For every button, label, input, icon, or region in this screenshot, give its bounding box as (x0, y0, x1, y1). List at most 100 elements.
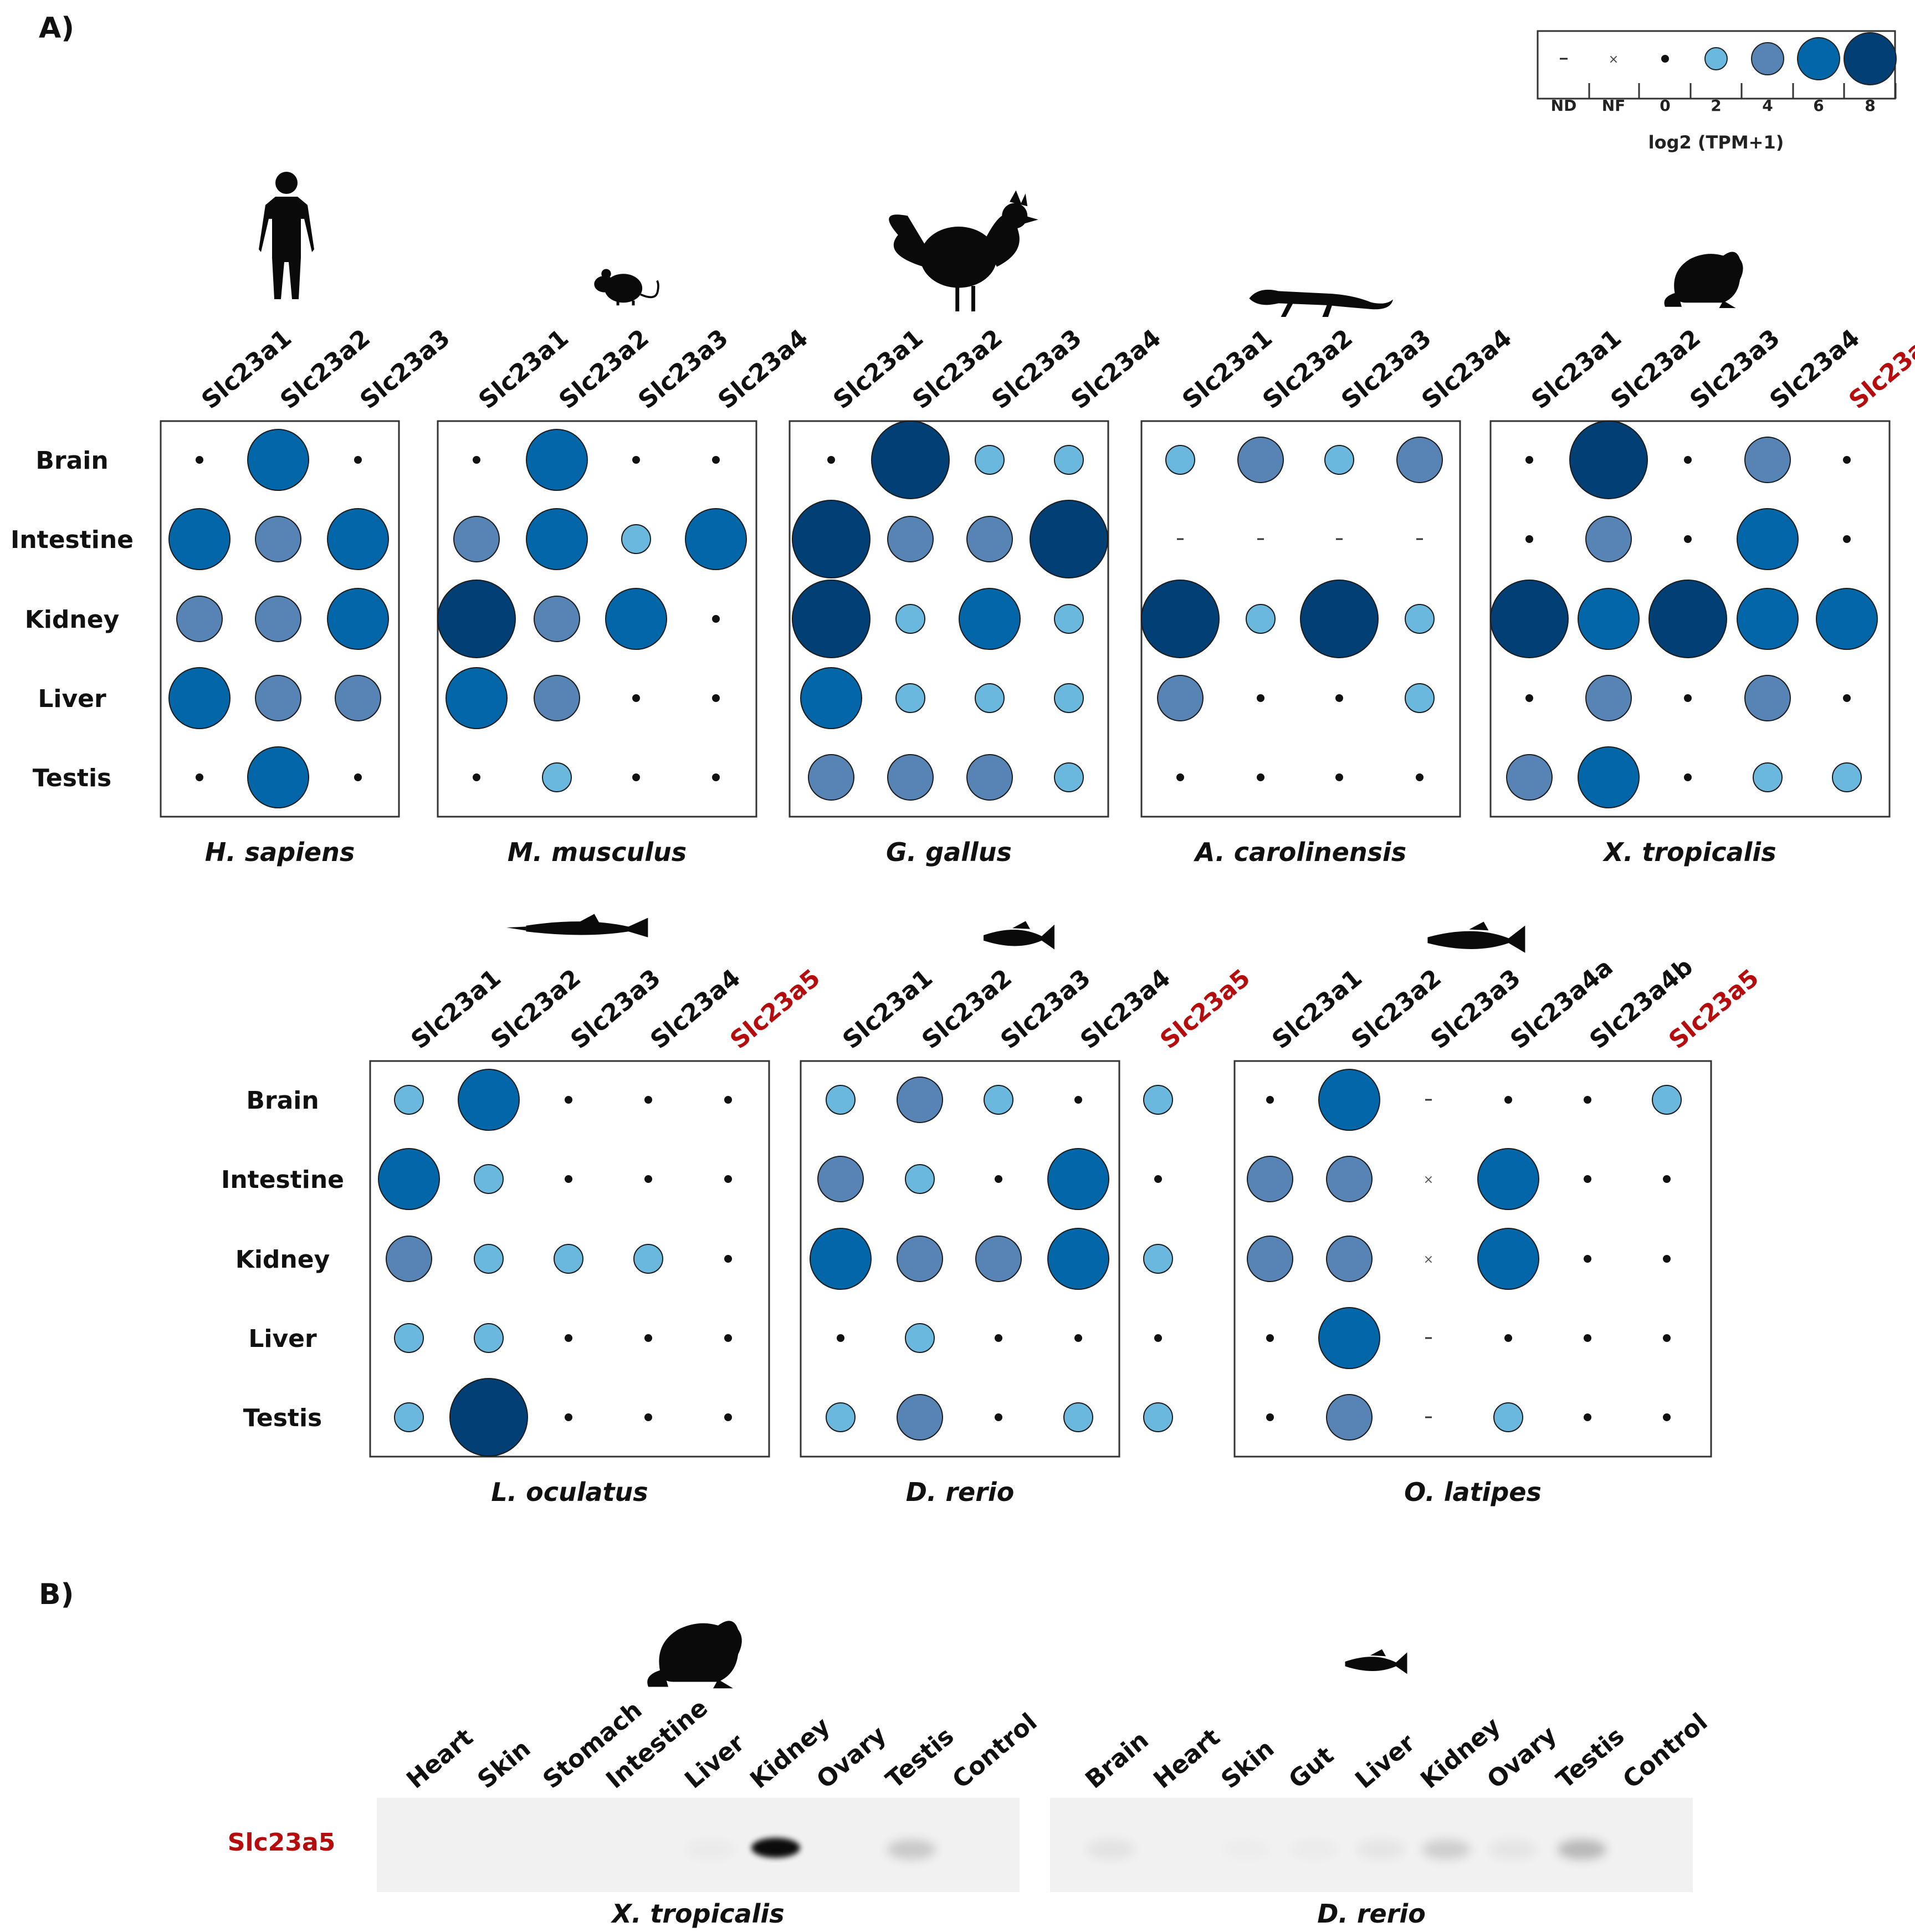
species-label-g-gallus: G. gallus (886, 837, 1012, 867)
bubble-slc23a2-testis (1326, 1394, 1373, 1441)
bubble-zero (1663, 1255, 1671, 1263)
gene-header-slc23a1: Slc23a1 (1177, 324, 1278, 414)
bubble-zero (995, 1413, 1002, 1421)
bubble-zero (1504, 1334, 1512, 1342)
legend-label: 2 (1711, 96, 1721, 115)
bubble-slc23a4-kidney (633, 1244, 663, 1274)
bubble-slc23a4-kidney (1405, 604, 1435, 634)
bubble-slc23a2-intestine (905, 1164, 935, 1194)
lane-label-testis: Testis (1551, 1722, 1630, 1795)
legend-bubble-8 (1844, 32, 1897, 85)
species-label-a-carolinensis: A. carolinensis (1194, 837, 1406, 867)
bubble-zero (1584, 1334, 1591, 1342)
gene-header-slc23a3: Slc23a3 (565, 964, 666, 1054)
bubble-slc23a2-liver (895, 683, 925, 713)
gene-header-slc23a5: Slc23a5 (725, 964, 826, 1054)
bubble-slc23a5-kidney (1816, 588, 1878, 650)
fish-body (1427, 925, 1525, 953)
bubble-slc23a5-kidney (1143, 1244, 1173, 1274)
lane-label-liver: Liver (1350, 1729, 1420, 1795)
bubble-zero (632, 694, 640, 702)
legend-label: NF (1602, 96, 1626, 115)
frog-body (659, 1621, 742, 1682)
bubble-slc23a2-brain (897, 1077, 943, 1123)
nf-mark: × (1424, 1173, 1433, 1187)
bubble-slc23a1-liver (800, 667, 862, 729)
bubble-slc23a1-kidney (1247, 1236, 1293, 1282)
bubble-zero (632, 773, 640, 781)
bubble-slc23a1-brain (826, 1085, 856, 1115)
bubble-slc23a1-testis (394, 1402, 424, 1432)
tissue-label-intestine: Intestine (11, 526, 134, 554)
mouse-silhouette-icon (594, 269, 659, 306)
human-silhouette-icon (259, 172, 314, 299)
bubble-zero (724, 1334, 732, 1342)
bubble-zero (827, 456, 835, 464)
bubble-zero (712, 773, 720, 781)
bubble-slc23a2-liver (474, 1323, 504, 1353)
species-label-l-oculatus: L. oculatus (491, 1477, 648, 1507)
lane-label-control: Control (947, 1708, 1042, 1794)
species-label-o-latipes: O. latipes (1404, 1477, 1542, 1507)
bubble-zero (995, 1175, 1002, 1183)
lane-label-skin: Skin (1216, 1734, 1279, 1794)
tissue-label-intestine: Intestine (221, 1166, 344, 1194)
medaka-silhouette-icon (1427, 921, 1525, 953)
chicken-silhouette-icon (889, 190, 1038, 311)
chicken-comb (1010, 190, 1028, 207)
bubble-slc23a2-liver (1585, 675, 1632, 721)
gel-band (1290, 1839, 1339, 1859)
bubble-zero (196, 773, 203, 781)
frog-silhouette-icon (647, 1621, 742, 1689)
bubble-slc23a1-liver (446, 667, 508, 729)
bubble-slc23a2-kidney (1578, 588, 1640, 650)
bubble-slc23a1-kidney (1141, 580, 1220, 658)
tissue-label-liver: Liver (38, 685, 106, 713)
gel-band (1558, 1839, 1606, 1859)
bubble-zero (712, 694, 720, 702)
bubble-slc23a1-liver (1157, 675, 1204, 721)
bubble-zero (1663, 1334, 1671, 1342)
mouse-leg (632, 300, 635, 306)
gar-snout (506, 926, 526, 931)
gel-species-label-x-tropicalis: X. tropicalis (610, 1899, 784, 1929)
legend-title: log2 (TPM+1) (1648, 132, 1784, 153)
nf-mark: × (1424, 1253, 1433, 1267)
fish-dorsal-fin (580, 914, 600, 923)
bubble-zero (1663, 1413, 1671, 1421)
panel-a-label: A) (39, 12, 74, 45)
size-legend: log2 (TPM+1) ND × NF 0 2 4 6 8 (1537, 30, 1897, 153)
chicken-body (920, 227, 997, 288)
tissue-label-testis: Testis (243, 1404, 322, 1432)
zebrafish-silhouette-icon (1345, 1649, 1407, 1674)
bubble-slc23a2-kidney (1246, 604, 1276, 634)
bubble-zero (1584, 1096, 1591, 1104)
bubble-slc23a4-kidney (1737, 588, 1799, 650)
bubble-slc23a5-testis (1143, 1402, 1173, 1432)
panel-o-latipes: Slc23a1Slc23a2Slc23a3Slc23a4aSlc23a4bSlc… (1233, 921, 1764, 1507)
lane-label-heart: Heart (401, 1723, 478, 1794)
bubble-slc23a1-testis (1506, 754, 1553, 801)
panel-h-sapiens: Slc23a1Slc23a2Slc23a3BrainIntestineKidne… (11, 172, 455, 867)
bubble-slc23a4-intestine (1047, 1148, 1109, 1210)
fish-dorsal-fin (1469, 921, 1489, 931)
bubble-zero (1176, 773, 1184, 781)
bubble-zero (712, 615, 720, 623)
panel-frame-o-latipes (1233, 1060, 1712, 1458)
bubble-slc23a2-kidney (897, 1236, 943, 1282)
bubble-zero (1335, 694, 1343, 702)
bubble-zero (565, 1334, 572, 1342)
bubble-zero (837, 1334, 844, 1342)
bubble-slc23a3-kidney (327, 588, 389, 650)
bubble-zero (1266, 1096, 1274, 1104)
gel-band (887, 1839, 936, 1859)
lane-label-liver: Liver (679, 1729, 750, 1795)
bubble-slc23a1-intestine (792, 500, 871, 578)
bubble-slc23a4-testis (1063, 1402, 1093, 1432)
bubble-slc23a3-intestine (966, 516, 1013, 562)
bubble-zero (1843, 456, 1851, 464)
bubble-slc23a2-liver (905, 1323, 935, 1353)
